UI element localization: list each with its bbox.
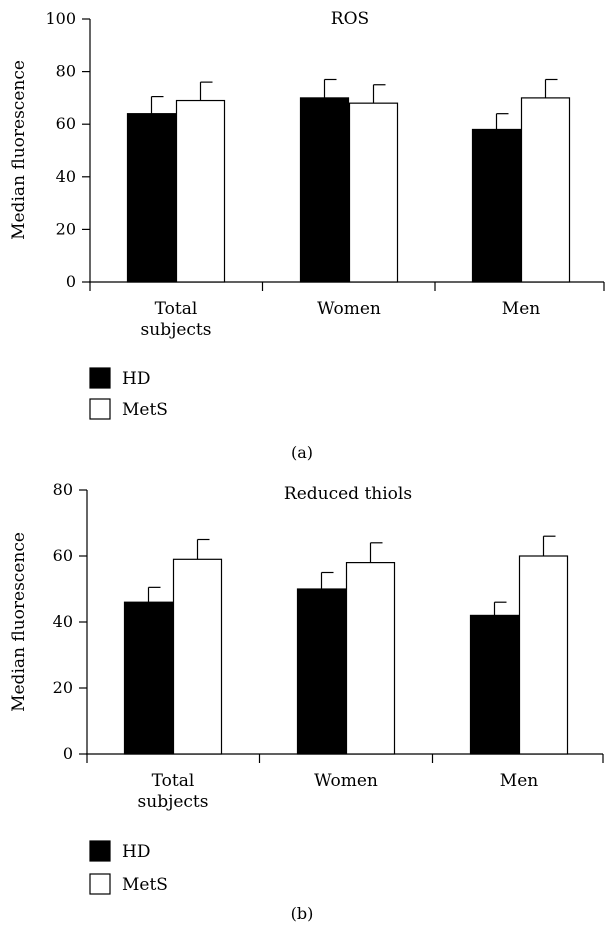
y-tick-label: 80 — [53, 480, 73, 499]
chart-title: Reduced thiols — [284, 484, 412, 504]
bar-mets — [175, 99, 226, 283]
x-tick-label: Women — [317, 299, 381, 319]
legend-label: HD — [122, 842, 150, 862]
bar-hd — [299, 97, 350, 283]
panel-label: (a) — [291, 443, 313, 462]
x-tick-label: Men — [502, 299, 540, 319]
bar-hd — [126, 113, 177, 283]
y-tick-label: 40 — [56, 167, 76, 186]
plot-area: 0 20 40 60 80 Total subjects Women Men — [53, 480, 604, 812]
y-tick-label: 20 — [56, 219, 76, 238]
legend-swatch — [89, 398, 111, 420]
plot-area: 0 20 40 60 80 100 Total subjects Women Men — [45, 9, 605, 340]
legend-swatch — [89, 840, 111, 862]
y-tick-label: 60 — [56, 114, 76, 133]
bar-hd — [296, 588, 347, 755]
panel-a: ROS Median fluorescence 0 20 40 60 80 100 Tota… — [9, 9, 605, 462]
bar-mets — [520, 97, 571, 283]
legend: HD MetS — [89, 840, 168, 895]
x-tick-label: Total subjects — [138, 771, 209, 812]
legend-label: MetS — [122, 400, 168, 420]
legend-label: HD — [122, 369, 150, 389]
legend-swatch — [89, 873, 111, 895]
bar-mets — [348, 102, 399, 283]
y-tick-label: 0 — [63, 744, 73, 763]
x-tick-label: Total subjects — [141, 299, 212, 340]
y-tick-label: 40 — [53, 612, 73, 631]
bar-mets — [518, 555, 569, 755]
y-tick-label: 80 — [56, 62, 76, 81]
y-tick-label: 60 — [53, 546, 73, 565]
x-tick-label: Men — [500, 771, 538, 791]
legend: HD MetS — [89, 367, 168, 420]
y-tick-label: 20 — [53, 678, 73, 697]
y-axis-label: Median fluorescence — [9, 532, 29, 712]
bar-hd — [123, 601, 174, 755]
panel-label: (b) — [291, 904, 314, 923]
bar-mets — [172, 558, 223, 755]
legend-label: MetS — [122, 875, 168, 895]
legend-swatch — [89, 367, 111, 389]
bar-mets — [345, 561, 396, 755]
y-tick-label: 0 — [66, 272, 76, 291]
y-axis-label: Median fluorescence — [9, 60, 29, 240]
chart-title: ROS — [331, 9, 369, 29]
bar-hd — [469, 614, 520, 755]
x-tick-label: Women — [314, 771, 378, 791]
y-tick-label: 100 — [45, 9, 76, 28]
panel-b: Reduced thiols Median fluorescence 0 20 40… — [9, 480, 604, 923]
bar-hd — [471, 128, 522, 283]
